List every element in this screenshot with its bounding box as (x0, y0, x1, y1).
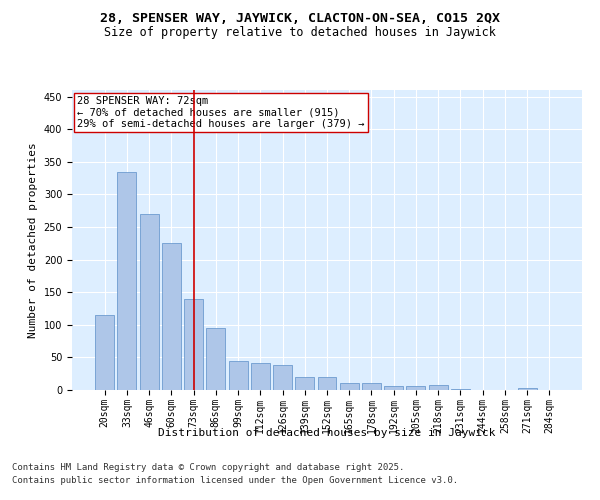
Bar (295, 377, 314, 390)
Bar (406, 386, 425, 390)
Text: Distribution of detached houses by size in Jaywick: Distribution of detached houses by size … (158, 428, 496, 438)
Bar (518, 388, 536, 390)
Text: Contains public sector information licensed under the Open Government Licence v3: Contains public sector information licen… (12, 476, 458, 485)
Bar (317, 377, 337, 390)
Y-axis label: Number of detached properties: Number of detached properties (28, 142, 38, 338)
Bar (429, 386, 448, 390)
Bar (362, 384, 381, 390)
Bar (184, 298, 203, 390)
Text: 28 SPENSER WAY: 72sqm
← 70% of detached houses are smaller (915)
29% of semi-det: 28 SPENSER WAY: 72sqm ← 70% of detached … (77, 96, 365, 129)
Text: Size of property relative to detached houses in Jaywick: Size of property relative to detached ho… (104, 26, 496, 39)
Bar (140, 214, 158, 390)
Bar (162, 244, 181, 390)
Bar (229, 360, 248, 390)
Bar (273, 365, 292, 390)
Bar (118, 172, 136, 390)
Bar (206, 328, 225, 390)
Bar (384, 386, 403, 390)
Bar (451, 388, 470, 390)
Bar (251, 362, 270, 390)
Text: 28, SPENSER WAY, JAYWICK, CLACTON-ON-SEA, CO15 2QX: 28, SPENSER WAY, JAYWICK, CLACTON-ON-SEA… (100, 12, 500, 26)
Text: Contains HM Land Registry data © Crown copyright and database right 2025.: Contains HM Land Registry data © Crown c… (12, 464, 404, 472)
Bar (95, 315, 114, 390)
Bar (340, 383, 359, 390)
